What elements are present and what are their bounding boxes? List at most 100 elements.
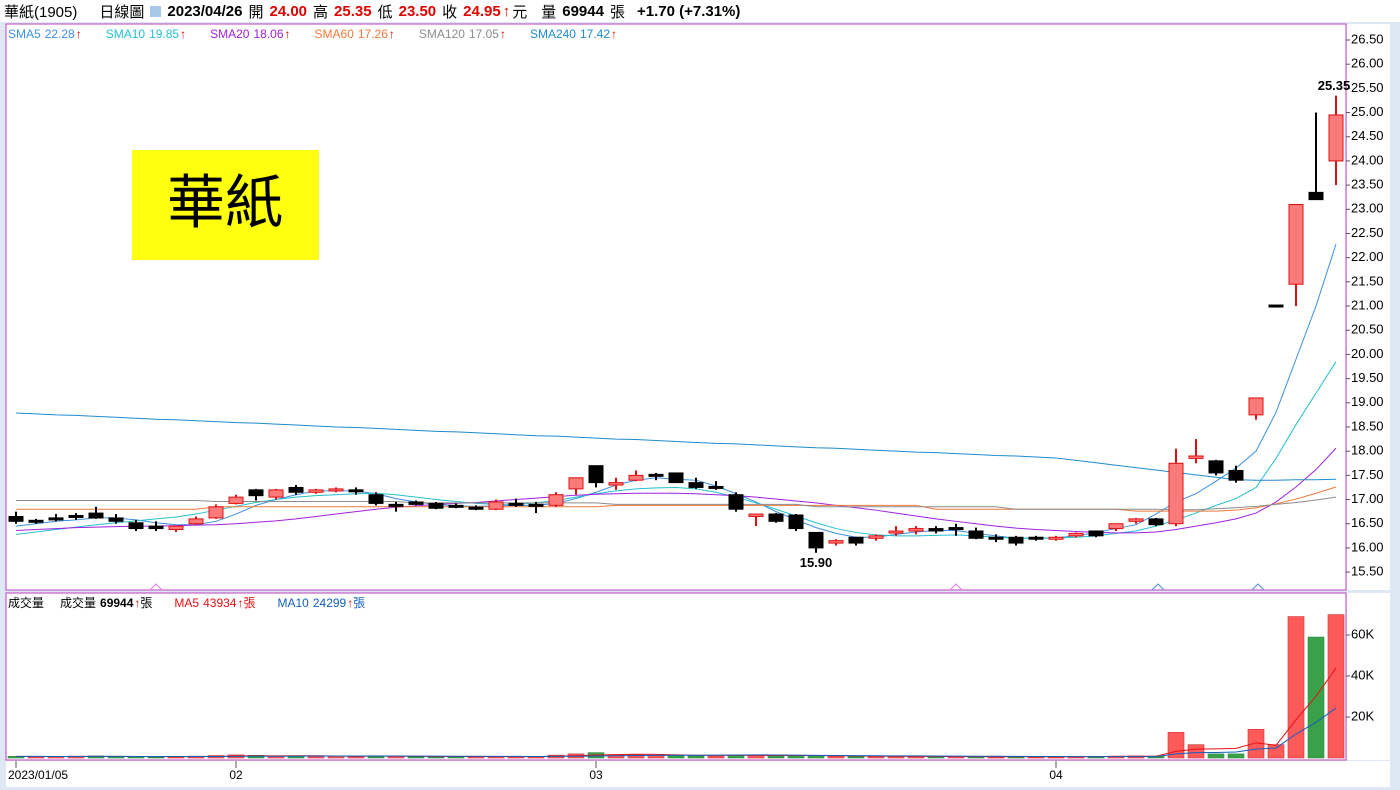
candle-body — [428, 502, 444, 509]
candle-body — [1328, 114, 1344, 162]
volume-bar — [667, 755, 685, 759]
candle-body — [1168, 462, 1184, 525]
candle-body — [748, 513, 764, 517]
candle-body — [128, 522, 144, 530]
y-tick-label: 20.00 — [1351, 346, 1384, 361]
volume-bar — [627, 754, 645, 759]
y-tick-label: 24.50 — [1351, 128, 1384, 143]
legend-value: 24299 — [313, 596, 347, 610]
header: 華紙(1905) 日線圖 2023/04/26 開 24.00 高 25.35 … — [0, 0, 1400, 22]
dropdown-icon[interactable] — [150, 5, 162, 17]
y-tick-label: 60K — [1351, 626, 1374, 641]
volume-bar — [707, 755, 725, 759]
legend-value: 17.26 — [358, 27, 388, 41]
legend-value: 22.28 — [45, 27, 75, 41]
candle-body — [368, 494, 384, 504]
volume-bar — [427, 756, 445, 759]
volume-bar — [1227, 753, 1245, 759]
candle-body — [948, 527, 964, 531]
candle-body — [1088, 530, 1104, 537]
legend-arrow: ↑ — [285, 27, 291, 41]
candle-body — [508, 502, 524, 506]
y-tick-label: 19.00 — [1351, 394, 1384, 409]
y-tick-label: 26.00 — [1351, 56, 1384, 71]
legend-name: SMA5 — [8, 27, 41, 41]
legend-name: SMA240 — [530, 27, 576, 41]
legend-name: SMA60 — [315, 27, 355, 41]
candle-body — [648, 473, 664, 477]
y-tick-label: 17.00 — [1351, 491, 1384, 506]
legend-name: SMA120 — [419, 27, 465, 41]
y-tick-label: 26.50 — [1351, 31, 1384, 46]
legend-arrow: ↑ — [500, 27, 506, 41]
candle-body — [88, 512, 104, 519]
candle-body — [1308, 191, 1324, 201]
candle-body — [308, 489, 324, 493]
volume-label: 量 — [541, 3, 557, 21]
price-axis-area — [1347, 24, 1390, 590]
legend-arrow: ↑ — [134, 596, 140, 610]
candle-body — [848, 536, 864, 544]
legend-name: MA5 — [174, 596, 199, 610]
candle-body — [1288, 203, 1304, 285]
y-tick-label: 23.50 — [1351, 177, 1384, 192]
volume-bar — [347, 756, 365, 759]
x-axis-area — [6, 761, 1390, 787]
volume-bar — [687, 755, 705, 759]
volume-bar — [1207, 753, 1225, 759]
legend-unit: 張 — [353, 596, 365, 610]
candle-body — [1208, 460, 1224, 474]
volume-bar — [407, 756, 425, 759]
candle-body — [1148, 518, 1164, 526]
candle-body — [588, 465, 604, 484]
legend-name: SMA20 — [210, 27, 250, 41]
legend-value: 17.42 — [580, 27, 610, 41]
legend-value: 18.06 — [253, 27, 283, 41]
candle-body — [208, 506, 224, 519]
legend-arrow: ↑ — [347, 596, 353, 610]
volume-bar — [1327, 614, 1345, 759]
y-tick-label: 23.00 — [1351, 201, 1384, 216]
candle-body — [388, 503, 404, 507]
volume-bar — [307, 756, 325, 759]
candle-body — [288, 486, 304, 493]
date: 2023/04/26 — [167, 2, 243, 20]
candle-body — [1108, 523, 1124, 530]
legend-unit: 張 — [243, 596, 255, 610]
y-tick-label: 25.00 — [1351, 104, 1384, 119]
candle-body — [468, 506, 484, 510]
x-tick-label: 03 — [589, 768, 603, 782]
candle-body — [808, 531, 824, 549]
y-tick-label: 24.00 — [1351, 152, 1384, 167]
candle-body — [1048, 536, 1064, 540]
volume-bar — [147, 756, 165, 759]
up-arrow: ↑ — [502, 2, 511, 20]
candle-body — [188, 518, 204, 525]
currency: 元 — [512, 3, 528, 21]
volume-axis-area — [1347, 593, 1390, 760]
candle-body — [48, 517, 64, 521]
period: 日線圖 — [99, 3, 145, 21]
candle-body — [1228, 470, 1244, 481]
low-label: 低 — [377, 3, 393, 21]
volume-value: 69944 — [562, 2, 604, 20]
y-tick-label: 16.00 — [1351, 539, 1384, 554]
annotation: 25.35 — [1318, 78, 1351, 93]
legend-name: MA10 — [277, 596, 309, 610]
candle-body — [448, 504, 464, 508]
close-value: 24.95 — [463, 2, 501, 20]
candle-body — [488, 501, 504, 510]
candle-body — [148, 525, 164, 530]
candle-body — [228, 496, 244, 504]
legend-arrow: ↑ — [76, 27, 82, 41]
x-tick-label: 02 — [229, 768, 243, 782]
y-tick-label: 19.50 — [1351, 370, 1384, 385]
high-value: 25.35 — [334, 2, 372, 20]
y-tick-label: 21.50 — [1351, 273, 1384, 288]
ma-line — [15, 447, 1337, 534]
legend-arrow: ↑ — [389, 27, 395, 41]
y-tick-label: 20.50 — [1351, 322, 1384, 337]
candle-body — [8, 515, 24, 522]
